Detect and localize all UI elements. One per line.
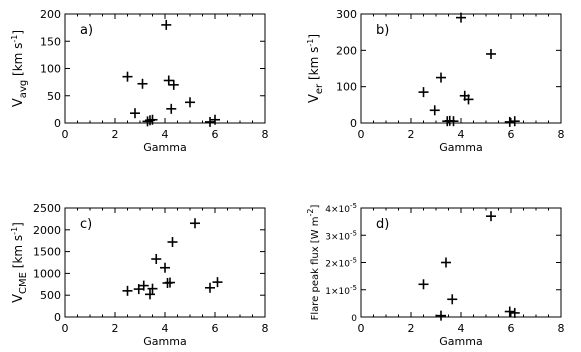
plot-frame [64,207,266,318]
x-tick-label: 6 [508,128,515,141]
data-point [418,87,429,98]
data-point [168,79,179,90]
panel-label: d) [376,217,389,232]
panel-c: 0 2 4 6 8 Gamma 0 500 1000 1500 2000 2500 VCME [km s… [10,202,269,348]
data-point [137,78,148,89]
data-point [212,277,223,288]
data-point [122,285,133,296]
y-tick-label: 500 [40,289,61,302]
y-tick-label: 0 [54,311,61,324]
panel-d: 0 2 4 6 8 Gamma 0 1×10-5 2×10-5 3×10-5 4×10-5 Flare… [306,202,565,348]
y-axis-label: VCME [km s-1] [10,222,29,303]
data-point [509,307,520,318]
x-axis-label: Gamma [439,141,482,154]
y-tick-label: 200 [40,8,61,21]
data-point [509,116,520,127]
y-tick-label: 100 [336,81,357,94]
data-point [441,257,451,268]
y-tick-label: 3×10-5 [325,229,357,242]
y-tick-label: 1000 [33,267,61,280]
data-point [429,105,440,116]
x-tick-label: 2 [408,128,415,141]
x-axis-label: Gamma [143,335,186,348]
data-point [448,116,459,127]
x-tick-label: 8 [558,322,565,335]
x-tick-label: 4 [162,128,169,141]
data-point [504,306,515,317]
x-tick-label: 0 [62,128,69,141]
data-point [122,71,133,82]
data-point [151,254,162,265]
data-point [486,48,496,59]
data-point [145,289,155,300]
data-point [130,108,140,119]
y-tick-label: 50 [47,90,61,103]
data-point [210,114,220,125]
x-tick-label: 8 [262,128,269,141]
x-tick-label: 8 [558,128,565,141]
x-axis-label: Gamma [143,141,186,154]
panel-label: a) [80,23,93,38]
plot-frame [360,13,562,124]
y-tick-label: 200 [336,44,357,57]
data-point [147,114,158,125]
data-point [463,94,474,105]
data-point [447,294,458,305]
y-tick-label: 1×10-5 [325,284,357,297]
x-tick-label: 6 [212,128,219,141]
panel-label: b) [376,23,389,38]
data-point [147,283,158,294]
y-axis-label: Ver [km s-1] [306,34,325,103]
data-point [166,103,177,114]
x-tick-label: 2 [112,322,119,335]
data-point [161,19,172,30]
data-point [436,310,446,321]
panel-b: 0 2 4 6 8 Gamma 0 100 200 300 Ver [km s-1] b) [306,8,565,154]
x-tick-label: 8 [262,322,269,335]
data-point [190,218,200,229]
plot-frame [64,13,266,124]
y-tick-label: 2000 [33,224,61,237]
x-tick-label: 4 [458,322,465,335]
x-tick-label: 6 [212,322,219,335]
y-tick-label: 2×10-5 [325,257,357,270]
y-tick-label: 4×10-5 [325,202,357,215]
data-point [138,280,149,291]
panel-a: 0 2 4 6 8 Gamma 0 50 100 150 200 Vavg [km s-1] a) [10,8,269,154]
y-tick-label: 2500 [33,202,61,215]
x-tick-label: 4 [458,128,465,141]
x-tick-label: 6 [508,322,515,335]
x-axis-label: Gamma [439,335,482,348]
x-tick-label: 2 [408,322,415,335]
data-point [418,279,429,290]
x-tick-label: 4 [162,322,169,335]
x-tick-label: 0 [358,322,365,335]
y-tick-label: 300 [336,8,357,21]
plot-frame [360,207,562,318]
data-point [167,237,178,248]
x-tick-label: 0 [358,128,365,141]
data-point [486,211,496,222]
y-tick-label: 0 [351,314,357,324]
data-point [142,116,153,127]
y-tick-label: 1500 [33,246,61,259]
y-axis-label: Flare peak flux [W m-2] [306,205,321,321]
data-point [165,277,175,288]
data-point [456,12,466,23]
x-tick-label: 2 [112,128,119,141]
data-point [205,282,215,293]
y-axis-label: Vavg [km s-1] [10,30,29,107]
data-point [205,116,215,127]
data-point [160,262,170,273]
y-tick-label: 100 [40,63,61,76]
panel-label: c) [80,217,92,232]
data-point [163,75,174,86]
y-tick-label: 0 [350,117,357,130]
x-tick-label: 0 [62,322,69,335]
data-point [436,72,446,83]
y-tick-label: 0 [54,117,61,130]
data-point [185,97,195,108]
y-tick-label: 150 [40,35,61,48]
